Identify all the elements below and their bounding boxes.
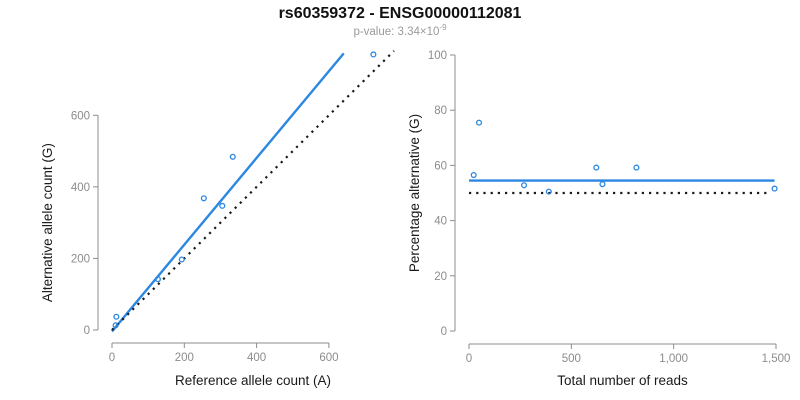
data-point: [370, 51, 377, 58]
data-point: [593, 164, 600, 171]
x-axis-title: Reference allele count (A): [175, 373, 331, 388]
data-point: [599, 181, 606, 188]
data-point: [113, 313, 120, 320]
y-tick-label: 200: [71, 253, 90, 265]
x-tick-label: 400: [247, 352, 266, 364]
y-tick-label: 40: [434, 216, 447, 228]
data-point: [475, 119, 483, 126]
y-tick-label: 0: [441, 326, 447, 338]
x-tick-label: 200: [175, 352, 194, 364]
allele-counts-scatter-plot: 0 200 400 600 0 200 400 600 Reference allele cou…: [40, 50, 395, 388]
y-tick-label: 0: [84, 325, 90, 337]
data-point: [178, 256, 185, 263]
y-tick-label: 400: [71, 182, 90, 194]
x-tick-label: 500: [562, 353, 581, 365]
x-tick-label: 600: [319, 352, 338, 364]
p-value-exponent: -9: [439, 23, 447, 33]
data-point: [521, 182, 528, 189]
data-point: [229, 153, 236, 160]
data-point: [154, 276, 161, 283]
y-tick-label: 80: [434, 105, 447, 117]
x-tick-label: 1,500: [762, 353, 791, 365]
data-point: [545, 188, 552, 195]
y-tick-label: 100: [428, 50, 447, 62]
data-point: [470, 172, 477, 179]
identity-line: [111, 50, 395, 331]
data-point: [112, 322, 119, 329]
percentage-alternative-scatter-plot: 0 500 1,000 1,500 0 20 40 60 80 100 Total number o…: [407, 50, 791, 388]
y-tick-label: 20: [434, 271, 447, 283]
data-point: [200, 195, 207, 202]
x-tick-label: 1,000: [659, 353, 688, 365]
x-axis-title: Total number of reads: [557, 373, 688, 388]
x-tick-label: 0: [466, 353, 472, 365]
x-tick-label: 0: [109, 352, 115, 364]
data-point: [771, 185, 778, 192]
data-point: [219, 202, 226, 209]
page-title: rs60359372 - ENSG00000112081: [278, 5, 522, 22]
y-tick-label: 60: [434, 160, 447, 172]
y-axis-title: Percentage alternative (G): [407, 114, 422, 272]
y-tick-label: 600: [71, 110, 90, 122]
data-point: [633, 164, 640, 171]
p-value-label: p-value: 3.34×10: [353, 26, 440, 38]
regression-line: [111, 52, 345, 333]
y-axis-title: Alternative allele count (G): [40, 143, 55, 302]
p-value-subtitle: p-value: 3.34×10-9: [0, 23, 800, 38]
